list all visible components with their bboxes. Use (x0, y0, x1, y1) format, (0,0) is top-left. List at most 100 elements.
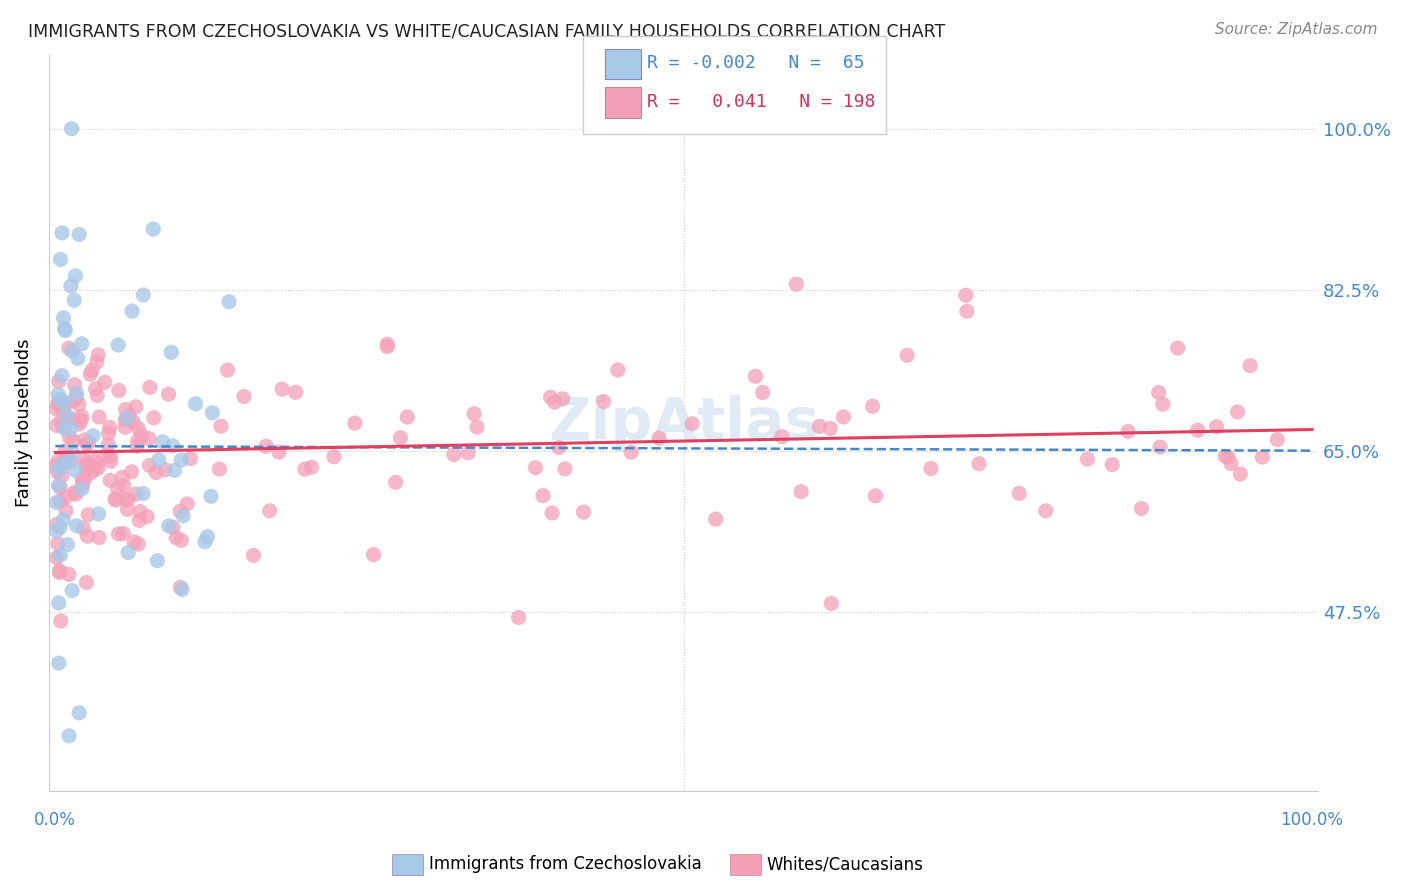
Point (51, 458, 73, 472)
Point (114, 413, 136, 427)
Point (49, 392, 72, 407)
Point (63, 463, 86, 477)
Point (98, 450, 121, 464)
Point (98, 474, 121, 488)
Point (107, 338, 129, 352)
Point (128, 513, 150, 527)
Point (83, 454, 105, 468)
Point (208, 462, 231, 476)
Point (200, 489, 222, 503)
Point (785, 277, 807, 292)
Point (122, 415, 145, 429)
Point (51, 457, 73, 471)
Point (209, 419, 232, 434)
Point (59, 422, 82, 436)
Point (66, 351, 89, 366)
Point (465, 420, 488, 434)
Point (343, 416, 366, 430)
Point (1216, 450, 1239, 465)
Point (58, 341, 80, 355)
Point (129, 504, 152, 518)
Point (117, 502, 139, 516)
Point (52, 513, 75, 527)
Point (160, 345, 183, 359)
Point (55, 450, 77, 465)
Point (70, 409, 93, 424)
Point (60, 344, 83, 359)
Point (967, 457, 990, 471)
Point (58, 729, 80, 743)
Point (55, 408, 77, 422)
Point (73, 433, 96, 447)
Point (53, 400, 76, 414)
Point (87, 348, 110, 362)
Text: R = -0.002   N =  65: R = -0.002 N = 65 (647, 54, 865, 72)
Point (65, 386, 87, 401)
Point (75, 575, 97, 590)
Text: 0.0%: 0.0% (34, 812, 76, 830)
Point (86, 457, 108, 471)
Point (463, 407, 485, 421)
Point (60, 121, 83, 136)
Point (48, 564, 70, 578)
Point (572, 505, 595, 519)
Point (648, 431, 671, 445)
Point (162, 520, 184, 534)
Point (218, 294, 240, 309)
Point (122, 535, 145, 549)
Point (104, 491, 127, 506)
Point (148, 453, 170, 467)
Point (194, 534, 217, 549)
Point (53, 324, 76, 338)
Point (1101, 458, 1123, 472)
Point (108, 384, 131, 398)
Point (112, 479, 135, 493)
Point (83, 463, 105, 477)
Point (86, 388, 108, 402)
Point (104, 493, 127, 508)
Point (1076, 452, 1098, 467)
Point (117, 545, 139, 559)
Point (138, 432, 160, 446)
Point (53, 321, 76, 335)
Point (606, 363, 628, 377)
Point (541, 506, 564, 520)
Point (544, 395, 567, 409)
Point (132, 288, 155, 302)
Point (58, 567, 80, 582)
Point (170, 453, 193, 467)
Point (48, 566, 70, 580)
Point (46, 454, 69, 468)
Point (46, 465, 69, 479)
Point (770, 430, 793, 444)
Point (72, 521, 94, 535)
Point (832, 409, 855, 424)
Point (51, 414, 73, 428)
Point (790, 484, 813, 499)
Point (176, 497, 198, 511)
Point (620, 445, 643, 459)
Point (75, 460, 97, 475)
Point (65, 518, 87, 533)
Point (73, 453, 96, 467)
Point (551, 392, 574, 406)
Point (51, 419, 73, 434)
Point (681, 417, 703, 431)
Point (1205, 419, 1227, 434)
Point (554, 462, 576, 476)
Point (165, 531, 187, 545)
Point (87, 460, 110, 475)
Point (284, 385, 307, 400)
Point (59, 454, 82, 468)
Point (49, 494, 72, 508)
Point (52, 402, 75, 417)
Point (53, 394, 76, 409)
Point (818, 421, 841, 435)
Point (301, 460, 323, 475)
Point (170, 533, 193, 548)
Point (172, 582, 194, 597)
Point (1035, 504, 1057, 518)
Point (146, 554, 169, 568)
Point (63, 293, 86, 308)
Point (1152, 397, 1174, 411)
